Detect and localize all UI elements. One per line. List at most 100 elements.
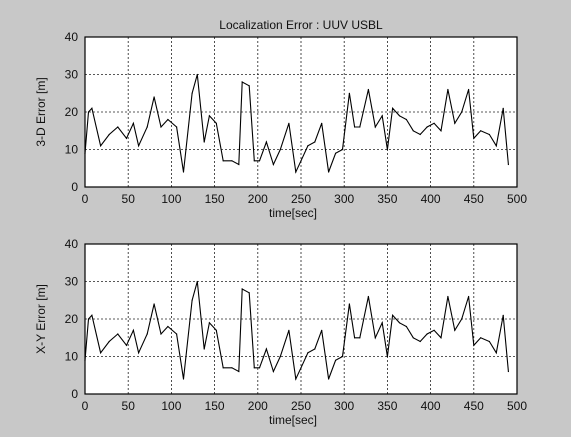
data-point — [374, 126, 376, 128]
x-tick-label: 400 — [421, 399, 441, 413]
data-point — [502, 107, 504, 109]
data-point — [146, 126, 148, 128]
data-point — [341, 148, 344, 151]
y-tick-label: 20 — [65, 312, 79, 326]
y-tick-label: 30 — [65, 68, 79, 82]
data-point — [203, 348, 205, 350]
x-tick-label: 250 — [291, 192, 311, 206]
data-point — [117, 333, 119, 335]
data-point — [258, 160, 261, 162]
data-point — [507, 163, 509, 166]
data-point — [419, 133, 421, 136]
x-tick-label: 300 — [334, 192, 354, 206]
data-point — [461, 111, 463, 113]
data-point — [238, 370, 240, 373]
x-tick-label: 500 — [507, 399, 527, 413]
data-point — [381, 115, 383, 117]
data-point — [461, 318, 463, 320]
x-tick-label: 250 — [291, 399, 311, 413]
x-tick-label: 450 — [464, 192, 484, 206]
data-point — [125, 344, 128, 346]
data-point — [440, 337, 442, 339]
data-point — [231, 367, 233, 369]
data-point — [117, 126, 119, 128]
data-point — [208, 322, 210, 324]
data-point — [108, 340, 110, 343]
x-tick-label: 50 — [122, 399, 136, 413]
data-point — [167, 118, 169, 121]
y-tick-label: 0 — [71, 180, 78, 194]
data-point — [314, 141, 316, 143]
plot-frame — [84, 36, 518, 188]
data-point — [100, 352, 102, 354]
data-point — [348, 303, 350, 305]
data-point — [398, 115, 401, 117]
data-point — [321, 122, 323, 124]
data-point — [241, 288, 243, 290]
data-point — [87, 318, 90, 320]
data-point — [191, 299, 193, 301]
data-point — [307, 145, 309, 147]
data-point — [398, 322, 401, 324]
data-point — [87, 111, 90, 113]
data-point — [176, 126, 178, 128]
data-point — [386, 148, 388, 151]
data-point — [447, 295, 449, 298]
x-tick-label: 300 — [334, 399, 354, 413]
data-point — [426, 126, 428, 128]
data-point — [468, 295, 470, 298]
y-tick-label: 40 — [65, 30, 79, 44]
y-tick-label: 20 — [65, 105, 79, 119]
data-point — [488, 133, 490, 136]
data-point — [215, 122, 217, 124]
x-tick-label: 200 — [248, 399, 268, 413]
data-point — [374, 337, 376, 339]
data-point — [480, 130, 482, 132]
data-point — [473, 137, 475, 139]
series-line — [84, 281, 509, 381]
data-point — [480, 337, 482, 339]
data-point — [182, 378, 185, 380]
data-point — [153, 96, 155, 98]
data-point — [354, 126, 356, 128]
x-tick-label: 150 — [205, 399, 225, 413]
data-point — [367, 88, 369, 91]
data-point — [91, 107, 93, 109]
data-point — [91, 314, 93, 316]
data-point — [502, 314, 504, 316]
data-point — [295, 171, 297, 173]
y-tick-label: 10 — [65, 143, 79, 157]
x-tick-label: 50 — [122, 192, 136, 206]
x-tick-label: 0 — [82, 192, 89, 206]
x-tick-label: 200 — [248, 192, 268, 206]
x-tick-label: 150 — [205, 192, 225, 206]
data-point — [191, 92, 193, 94]
x-tick-label: 350 — [377, 192, 397, 206]
data-point — [367, 295, 369, 298]
data-point — [405, 325, 407, 328]
data-point — [196, 280, 198, 283]
plot-frame — [84, 243, 518, 395]
data-point — [386, 355, 388, 358]
data-point — [231, 160, 233, 162]
data-point — [288, 329, 290, 331]
x-axis-label: time[sec] — [269, 206, 317, 220]
data-point — [392, 314, 394, 316]
x-tick-label: 400 — [421, 192, 441, 206]
data-point — [405, 118, 407, 121]
data-point — [125, 137, 128, 139]
data-point — [253, 367, 255, 369]
data-point — [354, 337, 356, 339]
data-point — [473, 344, 475, 346]
y-axis-label: 3-D Error [m] — [34, 77, 48, 146]
data-point — [258, 367, 261, 369]
x-axis-label: time[sec] — [269, 413, 317, 427]
x-tick-label: 450 — [464, 399, 484, 413]
data-point — [196, 73, 198, 76]
data-point — [272, 163, 274, 166]
y-tick-label: 40 — [65, 237, 79, 251]
data-point — [265, 348, 267, 350]
data-point — [265, 141, 267, 143]
data-point — [272, 370, 274, 373]
